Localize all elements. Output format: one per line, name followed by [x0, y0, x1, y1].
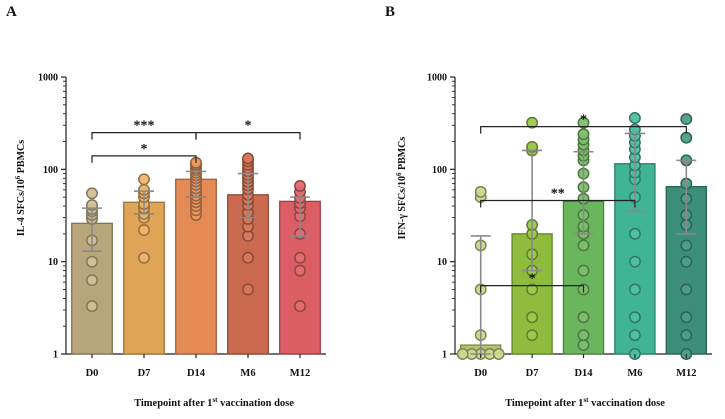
panel-a-category-label: M6: [240, 368, 255, 379]
panel-b-point-d0: [456, 348, 469, 360]
panel-a-point-d7: [138, 173, 150, 186]
panel-a-xlabel-after: vaccination dose: [218, 398, 295, 409]
panel-b-point-m6: [628, 255, 641, 268]
panel-b-category-label: D14: [574, 368, 593, 379]
panel-a-point-d7: [138, 224, 150, 236]
panel-b-point-m12: [680, 283, 693, 296]
panel-b-category-label: M6: [627, 368, 642, 379]
panel-b-point-d14: [577, 329, 590, 342]
panel-a-significance-bracket: [91, 155, 197, 163]
panel-a-ylabel-before: IL-4 SFCs/10: [16, 179, 27, 236]
panel-b-point-m12: [680, 239, 693, 252]
panel-b-point-d14: [577, 339, 590, 352]
panel-a-letter: A: [6, 4, 17, 20]
panel-a-category-label: M12: [290, 368, 310, 379]
panel-b-point-m12: [680, 329, 693, 342]
panel-a-point-d0: [86, 274, 98, 287]
panel-b-significance-bracket: [480, 126, 687, 134]
panel-b-point-m12: [680, 255, 693, 268]
panel-b-point-m6: [628, 227, 641, 240]
panel-b-point-d14: [577, 239, 590, 252]
panel-b-point-m12: [680, 131, 693, 144]
panel-a-point-m6: [242, 152, 254, 165]
panel-b-ylabel-before: IFN-γ SFCs/10: [397, 176, 408, 239]
panel-a-y-axis-label: IL-4 SFCs/106 PBMCs: [14, 140, 27, 236]
panel-b-xlabel-after: vaccination dose: [589, 398, 666, 409]
panel-a-point-d0: [86, 255, 98, 268]
panel-b-point-m6: [628, 283, 641, 296]
panel-a-ytick-label: 1: [53, 350, 58, 361]
panel-a-significance-label: ***: [134, 119, 155, 134]
panel-a-point-m12: [294, 180, 306, 192]
panel-a-point-m6: [242, 251, 254, 264]
panel-a-significance-label: *: [141, 142, 148, 157]
panel-b-xlabel-before: Timepoint after 1: [505, 398, 583, 409]
panel-b-significance-bracket: [480, 199, 636, 208]
panel-b-point-d7: [526, 329, 539, 342]
panel-b-point-d7: [526, 311, 539, 324]
panel-b-ytick-label: 10: [437, 257, 447, 268]
panel-a-category-label: D0: [86, 368, 99, 379]
panel-b-letter: B: [385, 4, 395, 20]
panel-a-point-d7: [138, 251, 150, 264]
panel-b-point-d14: [577, 116, 590, 129]
panel-a-point-m12: [294, 300, 306, 313]
panel-b-point-m6: [628, 329, 641, 342]
panel-b-point-d0: [474, 185, 487, 198]
panel-b-point-m6: [628, 311, 641, 324]
panel-a-point-d0: [86, 300, 98, 313]
panel-a-significance-bracket: [195, 131, 301, 140]
panel-b-point-d14: [577, 264, 590, 277]
panel-a-significance-bracket: [91, 131, 197, 140]
panel-b-point-m12: [680, 311, 693, 324]
panel-b-point-d7: [526, 116, 539, 129]
panel-a-category-label: D14: [187, 368, 206, 379]
panel-a-ytick-label: 10: [48, 257, 58, 268]
panel-b-y-axis-label: IFN-γ SFCs/106 PBMCs: [395, 137, 408, 240]
panel-b-ylabel-sup: 6: [395, 172, 403, 176]
panel-a-x-axis-label: Timepoint after 1st vaccination dose: [134, 396, 294, 409]
panel-b-significance-label: *: [580, 113, 587, 128]
panel-b-ytick-label: 1000: [427, 73, 447, 84]
panel-b-significance-label: **: [551, 186, 565, 201]
panel-a-ylabel-sup: 6: [14, 175, 22, 179]
panel-b-point-d14: [577, 311, 590, 324]
panel-a-xlabel-before: Timepoint after 1: [134, 398, 212, 409]
panel-b-point-d14: [577, 128, 590, 141]
panel-b-category-label: M12: [676, 368, 696, 379]
panel-a-point-m6: [242, 283, 254, 296]
panel-b-category-label: D7: [526, 368, 539, 379]
panel-b-category-label: D0: [474, 368, 487, 379]
panel-a-point-m12: [294, 264, 306, 277]
panel-a-significance-label: *: [245, 119, 252, 134]
panel-a-point-m12: [294, 251, 306, 264]
panel-b-ytick-label: 100: [432, 165, 447, 176]
panel-b-point-m6: [628, 112, 641, 124]
panel-b-point-m12: [680, 113, 693, 126]
panel-a-ytick-label: 1000: [38, 73, 58, 84]
panel-b-x-axis-label: Timepoint after 1st vaccination dose: [505, 396, 665, 409]
panel-a-ytick-label: 100: [43, 165, 58, 176]
panel-b-point-d7: [526, 283, 539, 296]
panel-a-category-label: D7: [138, 368, 151, 379]
panel-b-ytick-label: 1: [442, 350, 447, 361]
panel-a-ylabel-after: PBMCs: [16, 140, 27, 176]
panel-a-xlabel-sup: st: [212, 396, 218, 404]
panel-a-point-d0: [86, 187, 98, 200]
panel-b-point-d0: [492, 348, 505, 360]
panel-b-ylabel-after: PBMCs: [397, 137, 408, 173]
panel-b-significance-bracket: [480, 285, 585, 293]
panel-b-significance-label: *: [529, 272, 536, 287]
panel-b-xlabel-sup: st: [583, 396, 589, 404]
